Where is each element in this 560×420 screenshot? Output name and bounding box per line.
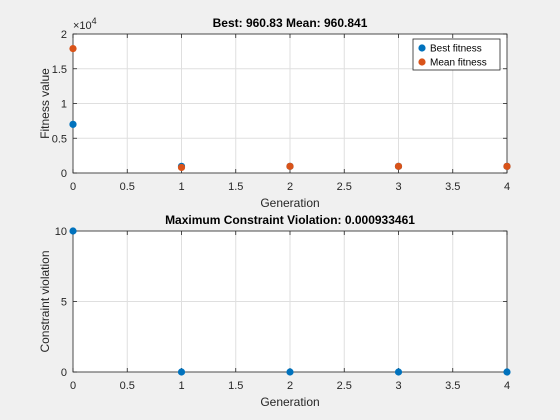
chart-1-xtick-label-3: 1.5 xyxy=(228,181,243,193)
chart-1-xtick-label-4: 2 xyxy=(287,181,293,193)
chart-2-xtick-label-5: 2.5 xyxy=(337,380,352,392)
chart-2-title: Maximum Constraint Violation: 0.00093346… xyxy=(165,213,415,227)
chart-2-xtick-label-3: 1.5 xyxy=(228,380,243,392)
chart-1-xtick-label-2: 1 xyxy=(178,181,184,193)
chart-1-legend-label-1: Best fitness xyxy=(430,44,482,55)
chart-2-series-1-point-3 xyxy=(394,368,403,376)
chart-2-xtick-label-2: 1 xyxy=(178,380,184,392)
chart-2-ytick-label-1: 5 xyxy=(61,297,67,309)
chart-1-series-2-point-3 xyxy=(394,162,403,170)
chart-1-legend-marker-2 xyxy=(418,58,426,66)
chart-1-series-2-point-2 xyxy=(286,162,294,170)
chart-1-xlabel: Generation xyxy=(260,196,319,210)
chart-1-legend xyxy=(412,38,501,71)
chart-1-xtick-label-7: 3.5 xyxy=(445,181,460,193)
chart-1-ylabel: Fitness value xyxy=(38,68,52,139)
chart-2-xlabel: Generation xyxy=(260,395,319,409)
chart-2-ytick-label-2: 10 xyxy=(55,226,67,238)
chart-1-legend-label-2: Mean fitness xyxy=(430,58,487,69)
chart-1-y-exponent-base: ×10 xyxy=(73,20,92,32)
chart-2-xtick-label-0: 0 xyxy=(70,380,76,392)
chart-1-legend-marker-1 xyxy=(418,44,426,52)
chart-1-series-2-point-4 xyxy=(503,162,511,170)
chart-1-y-exponent: ×104 xyxy=(73,16,97,32)
chart-1-series-2-point-1 xyxy=(177,163,186,172)
chart-2-ytick-label-0: 0 xyxy=(61,367,67,379)
chart-1-ytick-label-3: 1.5 xyxy=(52,64,67,76)
chart-1-y-exponent-power: 4 xyxy=(92,16,97,26)
chart-1-ytick-label-4: 2 xyxy=(61,29,67,41)
chart-2-xtick-label-4: 2 xyxy=(287,380,293,392)
chart-1-ytick-label-2: 1 xyxy=(61,99,67,111)
chart-2-series-1-point-2 xyxy=(286,368,294,376)
chart-2-xtick-label-7: 3.5 xyxy=(445,380,460,392)
chart-1-series-2-point-0 xyxy=(69,44,77,53)
chart-1-series-1-point-0 xyxy=(69,120,77,128)
chart-2-series-1-point-4 xyxy=(503,368,511,376)
chart-2-xtick-label-8: 4 xyxy=(504,380,510,392)
chart-1-xtick-label-0: 0 xyxy=(70,181,76,193)
chart-1-xtick-label-1: 0.5 xyxy=(120,181,135,193)
chart-2-series-1-point-1 xyxy=(177,368,186,376)
chart-2-ylabel: Constraint violation xyxy=(38,250,52,352)
chart-1-ytick-label-0: 0 xyxy=(61,168,67,180)
chart-2-xtick-label-1: 0.5 xyxy=(120,380,135,392)
chart-1-xtick-label-5: 2.5 xyxy=(337,181,352,193)
chart-1-xtick-label-6: 3 xyxy=(395,181,401,193)
chart-1-title: Best: 960.83 Mean: 960.841 xyxy=(213,16,368,30)
chart-1-ytick-label-1: 0.5 xyxy=(52,133,67,145)
chart-1-xtick-label-8: 4 xyxy=(504,181,510,193)
chart-2-xtick-label-6: 3 xyxy=(395,380,401,392)
chart-2-series-1-point-0 xyxy=(69,227,77,235)
